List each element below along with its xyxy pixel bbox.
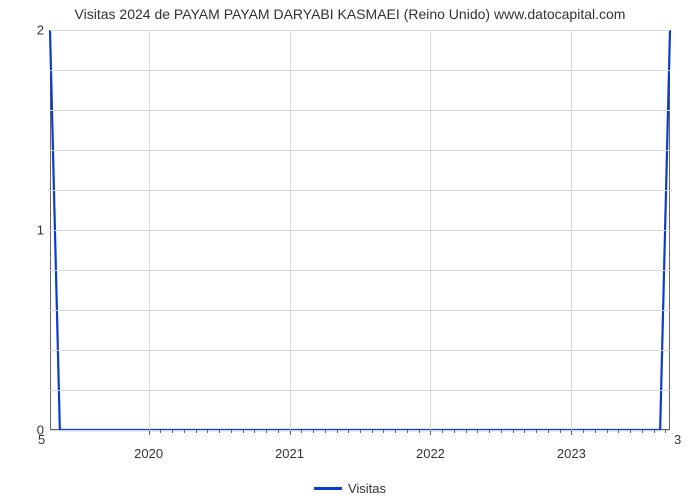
- x-tick-minor: [372, 430, 373, 433]
- x-tick-major: [149, 430, 150, 435]
- hgrid-line: [50, 350, 670, 351]
- x-tick-minor: [560, 430, 561, 433]
- hgrid-line: [50, 310, 670, 311]
- hgrid-line: [50, 30, 670, 31]
- x-tick-minor: [477, 430, 478, 433]
- x-tick-label: 2022: [416, 446, 445, 461]
- x-tick-minor: [360, 430, 361, 433]
- x-tick-minor: [231, 430, 232, 433]
- vgrid-line: [571, 30, 572, 430]
- visits-line-chart: Visitas 2024 de PAYAM PAYAM DARYABI KASM…: [0, 0, 700, 500]
- y-tick-label: 2: [37, 23, 44, 38]
- x-tick-minor: [665, 430, 666, 433]
- x-tick-label: 2020: [134, 446, 163, 461]
- x-tick-minor: [642, 430, 643, 433]
- x-tick-minor: [172, 430, 173, 433]
- x-tick-minor: [207, 430, 208, 433]
- x-tick-minor: [266, 430, 267, 433]
- legend-label: Visitas: [348, 481, 386, 496]
- x-tick-minor: [337, 430, 338, 433]
- hgrid-line: [50, 110, 670, 111]
- x-tick-minor: [196, 430, 197, 433]
- corner-label-right: 3: [674, 432, 681, 447]
- x-tick-minor: [630, 430, 631, 433]
- x-tick-minor: [383, 430, 384, 433]
- hgrid-line: [50, 390, 670, 391]
- plot-area: 0122020202120222023: [50, 30, 670, 430]
- hgrid-line: [50, 150, 670, 151]
- x-tick-minor: [536, 430, 537, 433]
- x-tick-minor: [160, 430, 161, 433]
- hgrid-line: [50, 230, 670, 231]
- x-tick-minor: [442, 430, 443, 433]
- x-tick-major: [290, 430, 291, 435]
- vgrid-line: [149, 30, 150, 430]
- x-tick-minor: [513, 430, 514, 433]
- x-tick-minor: [407, 430, 408, 433]
- chart-title: Visitas 2024 de PAYAM PAYAM DARYABI KASM…: [0, 6, 700, 22]
- x-tick-minor: [501, 430, 502, 433]
- x-tick-label: 2023: [557, 446, 586, 461]
- x-tick-minor: [548, 430, 549, 433]
- x-tick-minor: [454, 430, 455, 433]
- x-tick-minor: [595, 430, 596, 433]
- x-tick-minor: [654, 430, 655, 433]
- legend: Visitas: [0, 481, 700, 496]
- hgrid-line: [50, 190, 670, 191]
- corner-label-left: 5: [38, 432, 45, 447]
- x-tick-major: [430, 430, 431, 435]
- hgrid-line: [50, 270, 670, 271]
- x-tick-minor: [219, 430, 220, 433]
- x-tick-minor: [254, 430, 255, 433]
- x-tick-minor: [583, 430, 584, 433]
- x-tick-minor: [524, 430, 525, 433]
- x-tick-minor: [466, 430, 467, 433]
- hgrid-line: [50, 70, 670, 71]
- x-tick-minor: [301, 430, 302, 433]
- x-tick-minor: [278, 430, 279, 433]
- x-tick-major: [571, 430, 572, 435]
- x-tick-minor: [184, 430, 185, 433]
- y-tick-label: 1: [37, 223, 44, 238]
- x-tick-minor: [419, 430, 420, 433]
- x-tick-minor: [607, 430, 608, 433]
- x-tick-minor: [348, 430, 349, 433]
- vgrid-line: [430, 30, 431, 430]
- x-tick-minor: [243, 430, 244, 433]
- x-tick-label: 2021: [275, 446, 304, 461]
- x-tick-minor: [489, 430, 490, 433]
- x-tick-minor: [395, 430, 396, 433]
- vgrid-line: [290, 30, 291, 430]
- legend-swatch: [314, 487, 342, 490]
- x-tick-minor: [618, 430, 619, 433]
- x-tick-minor: [325, 430, 326, 433]
- x-tick-minor: [313, 430, 314, 433]
